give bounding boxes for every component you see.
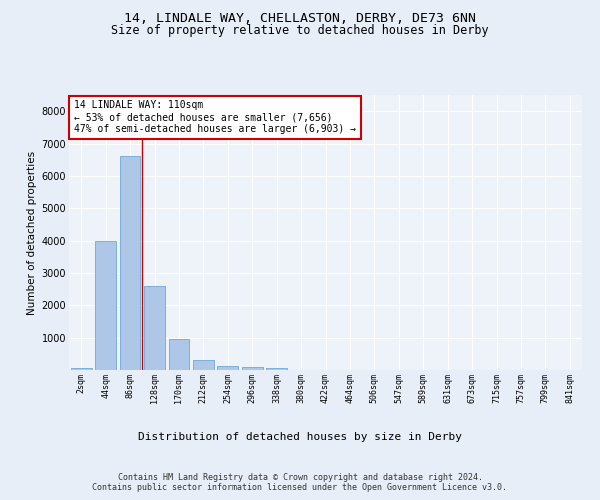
Text: 14, LINDALE WAY, CHELLASTON, DERBY, DE73 6NN: 14, LINDALE WAY, CHELLASTON, DERBY, DE73…: [124, 12, 476, 26]
Bar: [266, 368, 287, 370]
Bar: [242, 368, 263, 370]
Bar: [71, 368, 92, 370]
Bar: [119, 156, 140, 370]
Text: Distribution of detached houses by size in Derby: Distribution of detached houses by size …: [138, 432, 462, 442]
Text: Contains HM Land Registry data © Crown copyright and database right 2024.
Contai: Contains HM Land Registry data © Crown c…: [92, 472, 508, 492]
Text: 14 LINDALE WAY: 110sqm
← 53% of detached houses are smaller (7,656)
47% of semi-: 14 LINDALE WAY: 110sqm ← 53% of detached…: [74, 100, 356, 134]
Bar: [169, 340, 190, 370]
Bar: [193, 360, 214, 370]
Bar: [217, 366, 238, 370]
Bar: [95, 240, 116, 370]
Text: Size of property relative to detached houses in Derby: Size of property relative to detached ho…: [111, 24, 489, 37]
Bar: [144, 286, 165, 370]
Y-axis label: Number of detached properties: Number of detached properties: [28, 150, 37, 314]
